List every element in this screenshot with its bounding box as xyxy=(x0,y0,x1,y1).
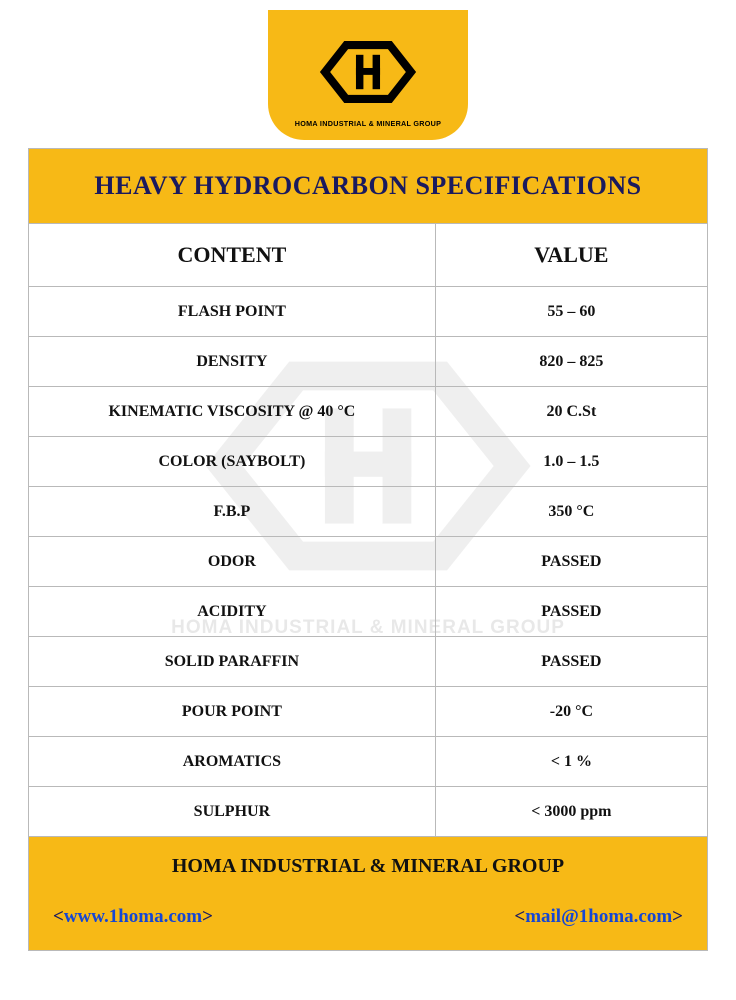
table-row: SOLID PARAFFINPASSED xyxy=(29,637,707,687)
cell-content: KINEMATIC VISCOSITY @ 40 °C xyxy=(29,387,436,436)
cell-value: 55 – 60 xyxy=(436,287,707,336)
cell-content: POUR POINT xyxy=(29,687,436,736)
table-row: POUR POINT-20 °C xyxy=(29,687,707,737)
cell-value: < 1 % xyxy=(436,737,707,786)
cell-content: ODOR xyxy=(29,537,436,586)
footer: HOMA INDUSTRIAL & MINERAL GROUP <www.1ho… xyxy=(29,837,707,950)
table-row: KINEMATIC VISCOSITY @ 40 °C20 C.St xyxy=(29,387,707,437)
cell-content: COLOR (SAYBOLT) xyxy=(29,437,436,486)
cell-value: PASSED xyxy=(436,637,707,686)
table-row: DENSITY820 – 825 xyxy=(29,337,707,387)
cell-content: DENSITY xyxy=(29,337,436,386)
cell-content: SULPHUR xyxy=(29,787,436,836)
footer-company: HOMA INDUSTRIAL & MINERAL GROUP xyxy=(47,855,689,878)
cell-value: 820 – 825 xyxy=(436,337,707,386)
table-row: ACIDITYPASSED xyxy=(29,587,707,637)
cell-content: FLASH POINT xyxy=(29,287,436,336)
table-row: FLASH POINT55 – 60 xyxy=(29,287,707,337)
table-row: F.B.P350 °C xyxy=(29,487,707,537)
cell-value: PASSED xyxy=(436,587,707,636)
table-row: SULPHUR< 3000 ppm xyxy=(29,787,707,837)
cell-value: 1.0 – 1.5 xyxy=(436,437,707,486)
table-row: COLOR (SAYBOLT)1.0 – 1.5 xyxy=(29,437,707,487)
footer-links: <www.1homa.com> <mail@1homa.com> xyxy=(47,906,689,928)
spec-sheet: HEAVY HYDROCARBON SPECIFICATIONS CONTENT… xyxy=(28,148,708,951)
email-wrap: <mail@1homa.com> xyxy=(514,906,683,928)
cell-content: SOLID PARAFFIN xyxy=(29,637,436,686)
table-row: ODORPASSED xyxy=(29,537,707,587)
website-link[interactable]: www.1homa.com xyxy=(64,906,202,927)
logo-icon xyxy=(308,29,428,115)
header-content: CONTENT xyxy=(29,224,436,286)
cell-content: ACIDITY xyxy=(29,587,436,636)
cell-value: 20 C.St xyxy=(436,387,707,436)
logo-box: HOMA INDUSTRIAL & MINERAL GROUP xyxy=(268,10,468,140)
cell-value: PASSED xyxy=(436,537,707,586)
cell-content: AROMATICS xyxy=(29,737,436,786)
cell-value: -20 °C xyxy=(436,687,707,736)
table-header-row: CONTENT VALUE xyxy=(29,224,707,287)
table-row: AROMATICS< 1 % xyxy=(29,737,707,787)
cell-value: < 3000 ppm xyxy=(436,787,707,836)
cell-content: F.B.P xyxy=(29,487,436,536)
title-bar: HEAVY HYDROCARBON SPECIFICATIONS xyxy=(29,149,707,224)
header-value: VALUE xyxy=(436,224,707,286)
cell-value: 350 °C xyxy=(436,487,707,536)
sheet-title: HEAVY HYDROCARBON SPECIFICATIONS xyxy=(37,171,699,201)
website-wrap: <www.1homa.com> xyxy=(53,906,213,928)
email-link[interactable]: mail@1homa.com xyxy=(525,906,672,927)
table-body: FLASH POINT55 – 60DENSITY820 – 825KINEMA… xyxy=(29,287,707,837)
logo-company-text: HOMA INDUSTRIAL & MINERAL GROUP xyxy=(295,119,442,128)
